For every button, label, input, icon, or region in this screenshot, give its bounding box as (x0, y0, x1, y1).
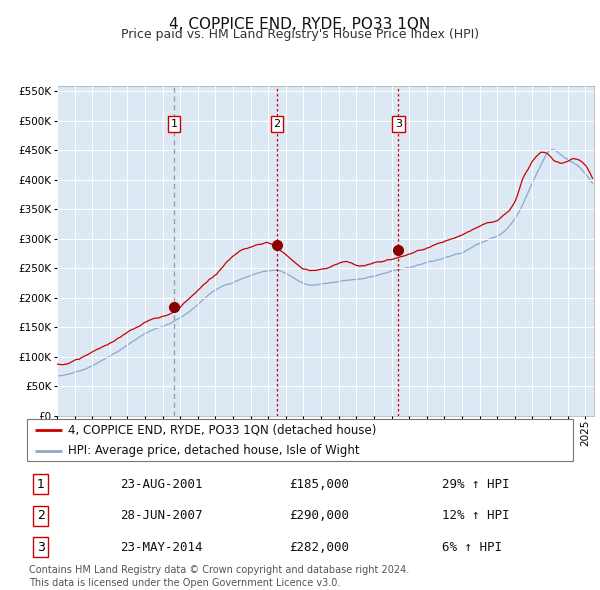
Text: 6% ↑ HPI: 6% ↑ HPI (442, 540, 502, 553)
Text: 2: 2 (273, 119, 280, 129)
FancyBboxPatch shape (27, 419, 573, 461)
Text: HPI: Average price, detached house, Isle of Wight: HPI: Average price, detached house, Isle… (68, 444, 359, 457)
Text: 4, COPPICE END, RYDE, PO33 1QN (detached house): 4, COPPICE END, RYDE, PO33 1QN (detached… (68, 424, 376, 437)
Text: 1: 1 (37, 477, 44, 490)
Text: 3: 3 (37, 540, 44, 553)
Text: Contains HM Land Registry data © Crown copyright and database right 2024.
This d: Contains HM Land Registry data © Crown c… (29, 565, 409, 588)
Text: 28-JUN-2007: 28-JUN-2007 (120, 509, 202, 522)
Text: 3: 3 (395, 119, 402, 129)
Text: 23-MAY-2014: 23-MAY-2014 (120, 540, 202, 553)
Text: 29% ↑ HPI: 29% ↑ HPI (442, 477, 509, 490)
Text: Price paid vs. HM Land Registry's House Price Index (HPI): Price paid vs. HM Land Registry's House … (121, 28, 479, 41)
Text: £282,000: £282,000 (289, 540, 349, 553)
Text: £185,000: £185,000 (289, 477, 349, 490)
Text: 12% ↑ HPI: 12% ↑ HPI (442, 509, 509, 522)
Text: 2: 2 (37, 509, 44, 522)
Text: 4, COPPICE END, RYDE, PO33 1QN: 4, COPPICE END, RYDE, PO33 1QN (169, 17, 431, 31)
Text: £290,000: £290,000 (289, 509, 349, 522)
Text: 1: 1 (170, 119, 178, 129)
Text: 23-AUG-2001: 23-AUG-2001 (120, 477, 202, 490)
